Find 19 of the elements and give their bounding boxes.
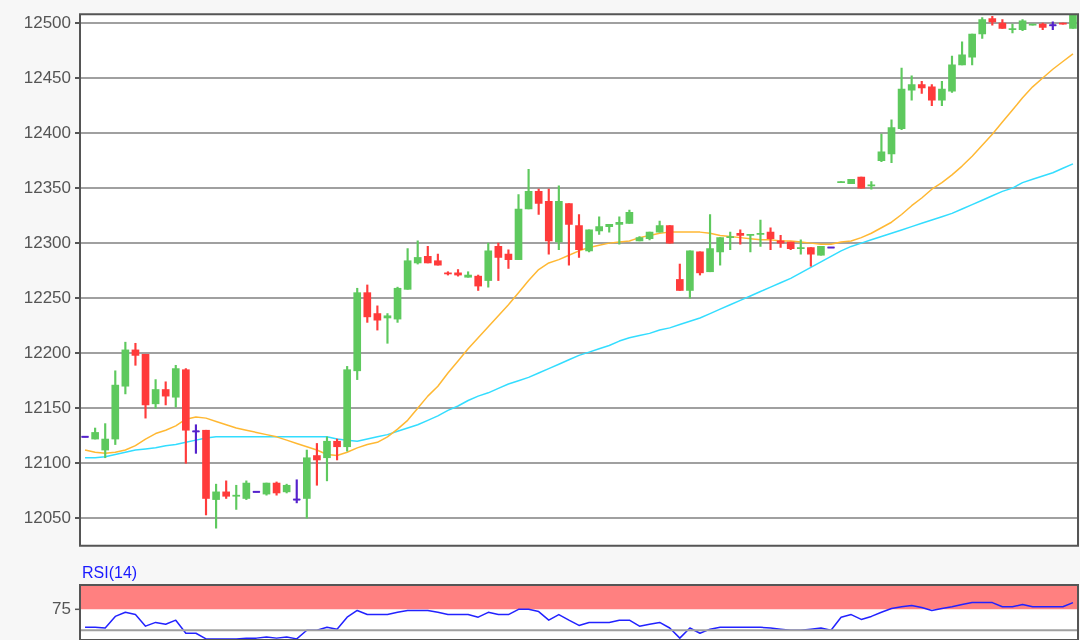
candlestick xyxy=(665,225,674,244)
candlestick xyxy=(796,239,805,255)
candlestick xyxy=(232,484,241,510)
y-tick-label: 12300 xyxy=(23,232,71,252)
y-tick-label: 12350 xyxy=(23,177,71,197)
y-tick-label: 12250 xyxy=(23,287,71,307)
candlestick xyxy=(1028,23,1037,26)
candlestick xyxy=(817,246,825,256)
y-tick-label: 12050 xyxy=(23,507,71,527)
y-tick-label: 12100 xyxy=(23,452,71,472)
y-tick-label: 12400 xyxy=(23,122,71,142)
y-tick-label: 12500 xyxy=(23,12,71,32)
candlestick xyxy=(847,178,856,185)
y-tick-label: 12150 xyxy=(23,397,71,417)
y-tick-label: 12200 xyxy=(23,342,71,362)
y-tick-label: 12450 xyxy=(23,67,71,87)
chart-title: RSI(14) xyxy=(82,564,138,582)
band-label: 75 xyxy=(52,599,71,619)
candlestick xyxy=(726,231,735,251)
